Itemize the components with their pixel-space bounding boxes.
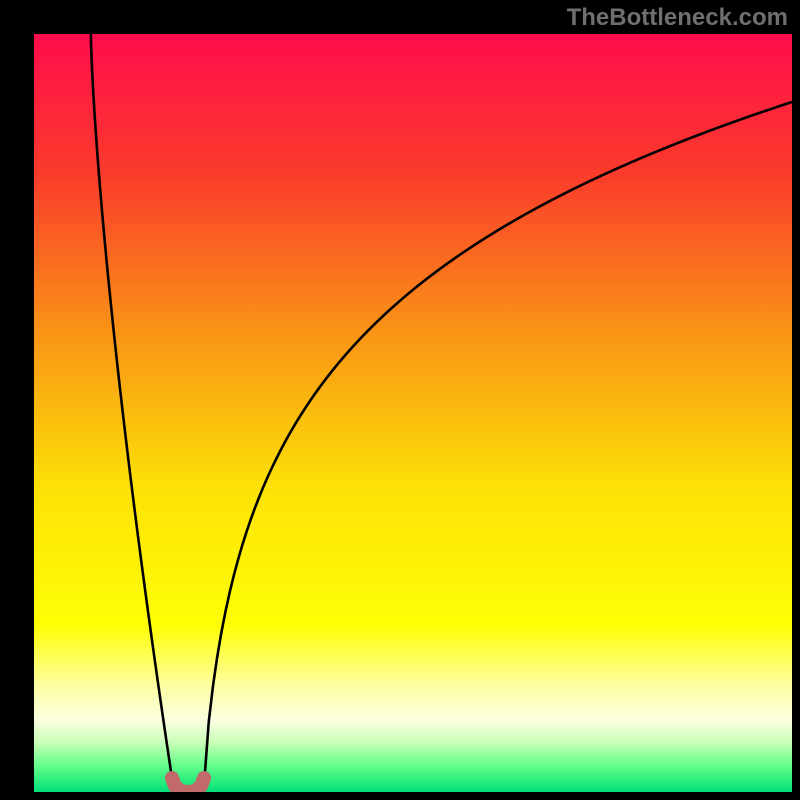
plot-area xyxy=(34,34,792,792)
chart-container: TheBottleneck.com xyxy=(0,0,800,800)
watermark-text: TheBottleneck.com xyxy=(567,4,788,32)
bottleneck-curve xyxy=(34,34,792,792)
